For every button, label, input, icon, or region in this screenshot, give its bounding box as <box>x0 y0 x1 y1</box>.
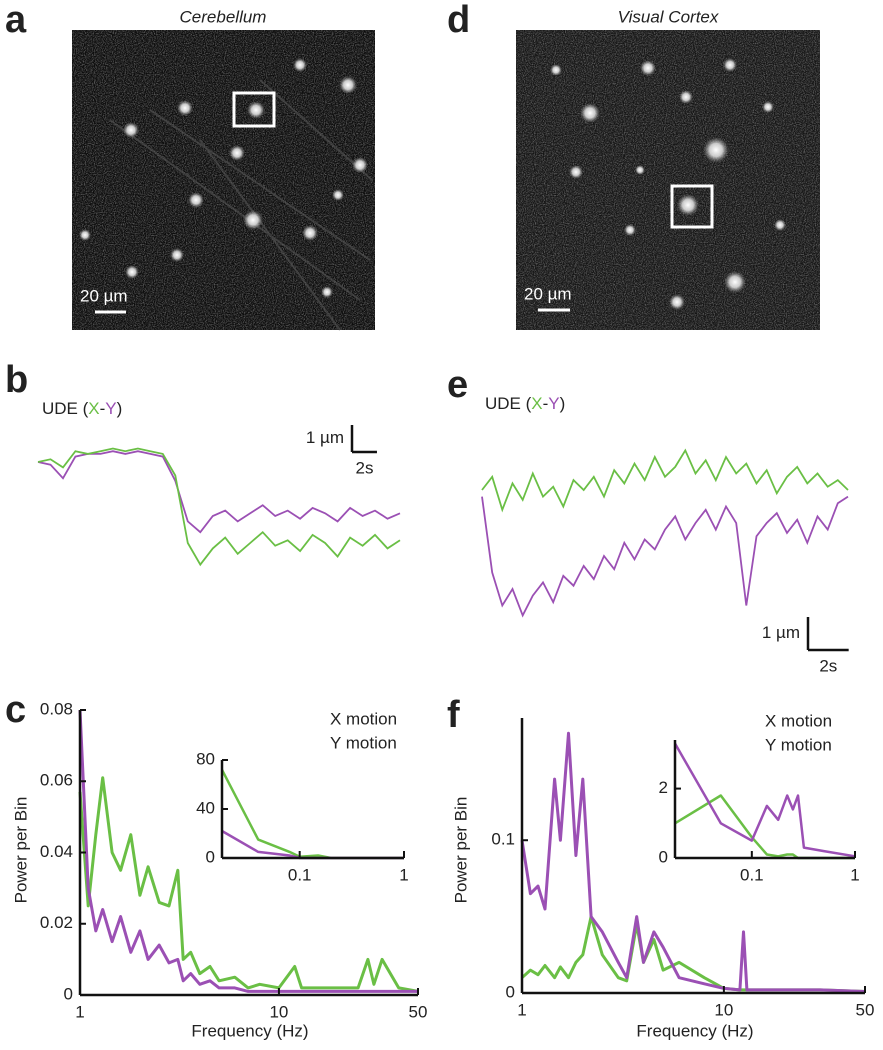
trace-label: UDE (X-Y) <box>485 394 565 413</box>
spectrum-line <box>220 769 404 860</box>
y-axis-label: Power per Bin <box>11 797 30 904</box>
x-tick-label: 0.1 <box>740 865 764 884</box>
spectrum-line <box>78 709 418 993</box>
micrograph <box>516 30 820 330</box>
spectrum-line <box>673 742 856 858</box>
x-tick-label: 50 <box>856 1000 875 1019</box>
label-part: X <box>531 394 542 413</box>
label-part: - <box>100 399 106 418</box>
panel-label: c <box>5 689 26 731</box>
label-part: Y <box>548 394 559 413</box>
legend-entry: X motion <box>330 709 397 728</box>
scale-bar-label: 1 µm <box>306 428 344 447</box>
label-part: ) <box>117 399 123 418</box>
x-tick-label: 1 <box>850 865 859 884</box>
y-tick-label: 0 <box>659 847 668 866</box>
x-axis-label: Frequency (Hz) <box>191 1021 308 1040</box>
x-tick-label: 1 <box>517 1000 526 1019</box>
trace-line <box>37 450 401 534</box>
label-part: UDE ( <box>485 394 532 413</box>
legend-entry: X motion <box>765 711 832 730</box>
label-part: UDE ( <box>42 399 89 418</box>
trace-label: UDE (X-Y) <box>42 399 122 418</box>
scale-bar-label: 20 µm <box>524 284 572 303</box>
trace-line <box>481 448 849 513</box>
y-tick-label: 0.02 <box>40 913 73 932</box>
x-tick-label: 1 <box>399 865 408 884</box>
scale-bar-label: 20 µm <box>80 286 128 305</box>
trace-line <box>37 447 401 567</box>
y-tick-label: 0.08 <box>40 699 73 718</box>
y-tick-label: 0.1 <box>491 830 515 849</box>
x-tick-label: 0.1 <box>288 865 312 884</box>
x-tick-label: 10 <box>269 1002 288 1021</box>
spectrum-line <box>520 731 866 993</box>
y-tick-label: 0 <box>64 984 73 1003</box>
label-part: ) <box>560 394 566 413</box>
image-title: Visual Cortex <box>618 7 719 26</box>
x-axis-label: Frequency (Hz) <box>636 1021 753 1040</box>
panel-label: f <box>447 694 460 736</box>
label-part: X <box>88 399 99 418</box>
x-tick-label: 1 <box>75 1002 84 1021</box>
spectrum-line <box>221 829 404 860</box>
panel-label: b <box>5 359 28 401</box>
x-tick-label: 10 <box>714 1000 733 1019</box>
spectrum-line <box>78 776 419 993</box>
label-part: - <box>543 394 549 413</box>
trace-line <box>481 495 849 618</box>
y-tick-label: 80 <box>196 749 215 768</box>
x-tick-label: 50 <box>409 1002 428 1021</box>
y-tick-label: 0 <box>506 982 515 1001</box>
y-tick-label: 0.06 <box>40 771 73 790</box>
y-tick-label: 2 <box>659 778 668 797</box>
scale-bar-label: 2s <box>819 656 837 675</box>
y-tick-label: 40 <box>196 798 215 817</box>
legend-entry: Y motion <box>330 733 397 752</box>
y-tick-label: 0 <box>206 847 215 866</box>
label-part: Y <box>105 399 116 418</box>
spectrum-line <box>674 794 855 860</box>
image-title: Cerebellum <box>180 7 267 26</box>
scale-bar-label: 2s <box>355 458 373 477</box>
micrograph <box>72 30 375 331</box>
y-tick-label: 0.04 <box>40 842 73 861</box>
scale-bar-label: 1 µm <box>762 623 800 642</box>
panel-label: a <box>5 0 27 41</box>
y-axis-label: Power per Bin <box>451 797 470 904</box>
panel-label: d <box>447 0 470 41</box>
legend-entry: Y motion <box>765 735 832 754</box>
panel-label: e <box>447 364 468 406</box>
